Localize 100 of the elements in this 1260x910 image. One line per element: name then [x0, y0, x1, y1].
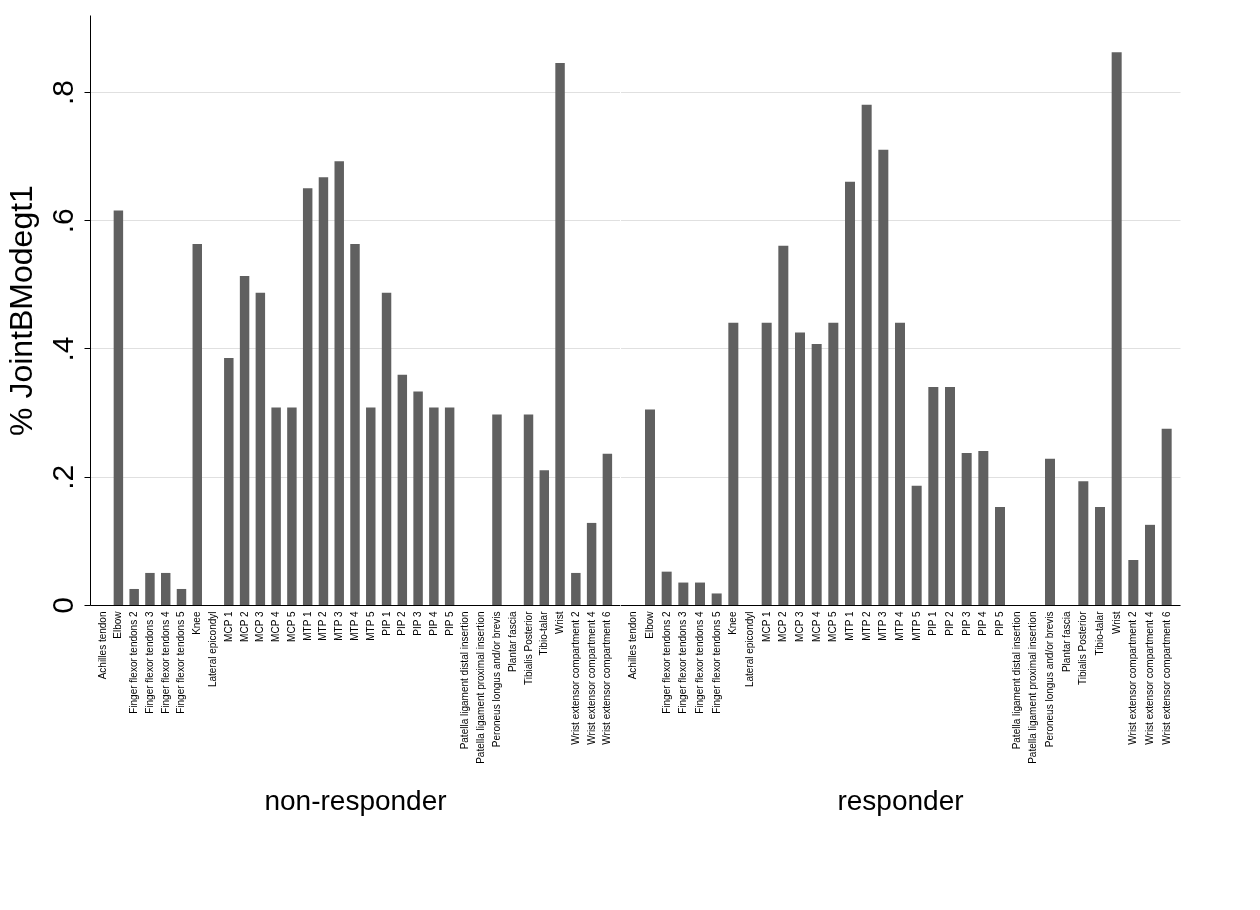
bar [711, 593, 722, 605]
bar [302, 188, 313, 605]
bar [795, 332, 805, 605]
bar [429, 407, 439, 605]
x-tick-label: Achilles tendon [96, 611, 108, 680]
bar [287, 407, 297, 605]
bar [255, 292, 266, 605]
bar [224, 358, 234, 605]
x-tick-label: MTP 4 [894, 611, 905, 641]
bar [978, 451, 989, 605]
y-tick-label: .6 [45, 208, 79, 234]
x-tick-label: MTP 5 [910, 611, 922, 641]
x-axis-title: responder [837, 784, 964, 816]
x-tick-label: Tibio-talar [538, 610, 550, 656]
x-tick-label: MCP 3 [794, 611, 805, 642]
bar [995, 506, 1005, 605]
bar [176, 588, 187, 605]
x-tick-label: PIP 1 [927, 611, 939, 636]
x-tick-label: Wrist [1110, 611, 1122, 635]
x-tick-label: MCP 2 [777, 611, 789, 642]
bar [1078, 481, 1089, 605]
x-tick-label: Finger flexor tendons 2 [128, 611, 140, 714]
x-axis-title: non-responder [264, 784, 447, 816]
x-tick-label: Elbow [644, 610, 655, 639]
bar [828, 322, 839, 605]
x-tick-label: MCP 2 [238, 611, 250, 642]
y-tick-label: .4 [45, 336, 79, 362]
bar [1145, 524, 1155, 605]
bar [645, 409, 655, 605]
bar [945, 386, 955, 605]
bar [160, 572, 171, 605]
bar [586, 522, 597, 605]
bar [895, 322, 905, 605]
bar [678, 582, 689, 605]
x-tick-label: PIP 5 [994, 611, 1005, 636]
bar [845, 181, 855, 605]
x-tick-label: Finger flexor tendons 4 [694, 611, 705, 714]
bar [539, 470, 550, 605]
x-tick-label: Finger flexor tendons 3 [677, 611, 689, 714]
bar [811, 343, 822, 605]
x-tick-label: MCP 3 [254, 611, 266, 642]
x-tick-label: Wrist extensor compartment 4 [585, 611, 597, 745]
bar [350, 243, 360, 605]
x-tick-label: Finger flexor tendons 3 [143, 611, 155, 714]
x-tick-label: Tibialis Posterior [522, 610, 534, 686]
bar [366, 407, 376, 605]
x-tick-label: Plantar fascia [1060, 611, 1072, 673]
bar [661, 571, 672, 605]
x-tick-label: MCP 5 [827, 611, 839, 642]
x-tick-label: Finger flexor tendons 4 [159, 611, 171, 714]
x-tick-label: PIP 5 [443, 611, 455, 636]
x-tick-label: Wrist [554, 611, 566, 635]
bar [381, 292, 392, 605]
x-tick-label: MTP 5 [364, 611, 376, 641]
x-tick-label: Wrist extensor compartment 4 [1144, 611, 1155, 745]
x-tick-label: MTP 2 [860, 611, 872, 641]
bar [602, 453, 613, 605]
bar [113, 210, 124, 605]
bar [523, 414, 534, 605]
x-tick-label: Wrist extensor compartment 6 [601, 611, 613, 745]
bar [492, 414, 502, 605]
x-tick-label: Peroneus longus and/or brevis [490, 611, 502, 748]
x-tick-label: Peroneus longus and/or brevis [1044, 611, 1055, 748]
bar [695, 582, 705, 605]
x-tick-label: Finger flexor tendons 5 [710, 611, 722, 714]
bar [911, 485, 922, 605]
x-tick-label: PIP 3 [412, 611, 424, 636]
bar [778, 245, 789, 605]
bar [861, 104, 872, 605]
bar [555, 63, 565, 605]
bar [334, 161, 344, 605]
y-tick-label: .2 [45, 464, 79, 490]
x-tick-label: Patella ligament proximal insertion [1027, 611, 1039, 764]
x-tick-label: Patella ligament distal insertion [459, 611, 471, 750]
x-tick-label: PIP 1 [380, 611, 392, 636]
bar [1111, 52, 1122, 605]
x-tick-label: Finger flexor tendons 5 [175, 611, 187, 714]
x-tick-label: MTP 4 [349, 611, 360, 641]
x-tick-label: MCP 1 [760, 611, 772, 642]
x-tick-label: Knee [191, 611, 203, 635]
bar [761, 322, 772, 605]
bar [571, 572, 581, 605]
y-tick-label: 0 [45, 597, 79, 614]
x-tick-label: MCP 5 [285, 611, 297, 642]
bar [318, 177, 329, 605]
x-tick-label: MTP 3 [877, 611, 889, 641]
x-tick-label: Wrist extensor compartment 2 [569, 611, 581, 745]
x-tick-label: MTP 1 [844, 611, 855, 641]
x-tick-label: MCP 4 [810, 611, 822, 642]
bar [1045, 458, 1055, 605]
x-tick-label: Wrist extensor compartment 2 [1127, 611, 1139, 745]
bar [129, 588, 139, 605]
bar [444, 407, 455, 605]
bar [878, 149, 889, 605]
x-tick-label: MCP 1 [222, 611, 234, 642]
x-tick-label: MTP 1 [301, 611, 313, 641]
x-tick-label: Lateral epicondyl [744, 611, 755, 688]
x-tick-label: Tibialis Posterior [1077, 610, 1089, 686]
bar [1161, 428, 1172, 605]
bar [397, 374, 408, 605]
